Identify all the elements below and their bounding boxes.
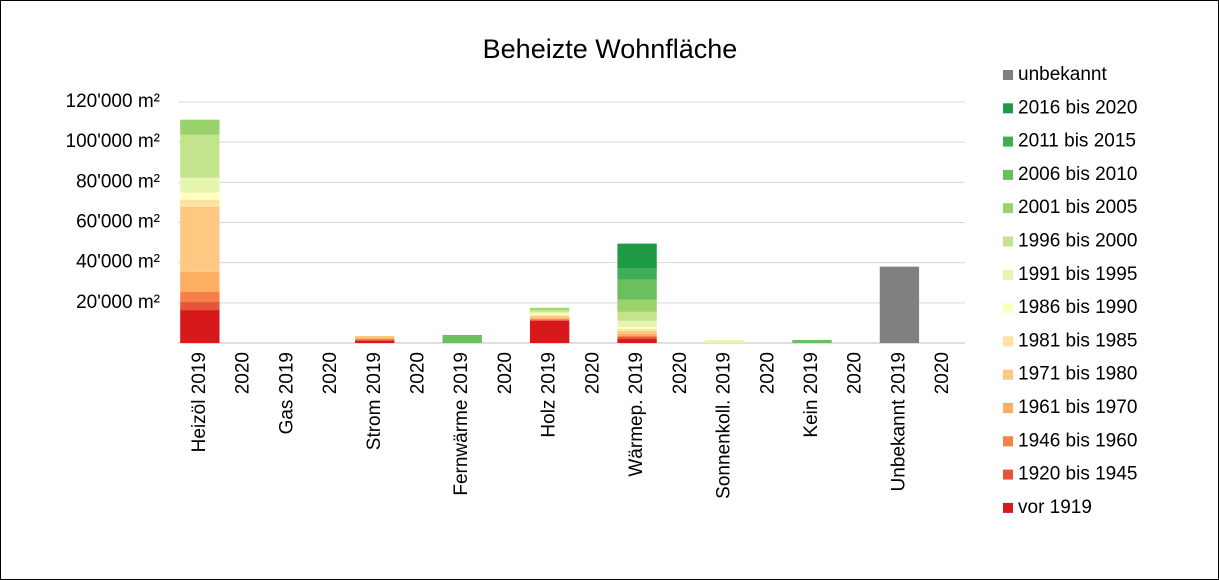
bar-segment: [792, 339, 832, 343]
x-tick-label: 2020: [320, 352, 341, 394]
x-tick-label: 2020: [670, 352, 691, 394]
bar-segment: [355, 339, 395, 341]
bar-segment: [617, 336, 657, 339]
legend-swatch: [1003, 403, 1013, 413]
y-tick-label: 60'000 m²: [76, 212, 160, 233]
y-tick-label: 120'000 m²: [66, 91, 160, 112]
bar-segment: [617, 243, 657, 269]
bar-segment: [529, 318, 570, 320]
legend-label: 2001 bis 2005: [1018, 197, 1137, 218]
bar-segment: [617, 338, 657, 343]
x-tick-label: Wärmep. 2019: [626, 352, 647, 477]
x-tick-label: 2020: [845, 352, 866, 394]
legend-swatch: [1003, 336, 1013, 347]
y-tick-label: 100'000 m²: [66, 131, 160, 152]
bar-segment: [529, 313, 570, 315]
x-tick-label: Strom 2019: [364, 352, 385, 450]
x-tick-label: Kein 2019: [801, 352, 822, 438]
bar-segment: [617, 299, 657, 312]
x-tick-label: Gas 2019: [276, 352, 297, 434]
bar-segment: [355, 337, 395, 339]
bar-segment: [180, 206, 220, 272]
bar-segment: [442, 334, 482, 343]
bar-segment: [617, 333, 657, 336]
legend-label: 1986 bis 1990: [1018, 297, 1137, 318]
x-tick-label: 2020: [582, 352, 603, 394]
bar-segment: [180, 199, 220, 207]
legend-swatch: [1003, 269, 1013, 280]
legend-label: 1961 bis 1970: [1018, 397, 1137, 418]
bar-segment: [180, 271, 220, 292]
x-tick-label: 2020: [233, 352, 254, 394]
legend-swatch: [1003, 502, 1013, 513]
bar-segment: [617, 326, 657, 329]
bar-segment: [355, 340, 395, 343]
legend-label: vor 1919: [1018, 497, 1092, 518]
x-tick-label: 2020: [932, 352, 953, 394]
bar-segment: [529, 320, 570, 343]
bar-segment: [355, 338, 395, 340]
y-tick-label: 80'000 m²: [76, 171, 160, 192]
bar-segment: [617, 330, 657, 334]
bar-segment: [180, 192, 220, 200]
legend-swatch: [1003, 103, 1013, 114]
legend-swatch: [1003, 469, 1013, 480]
x-tick-label: Fernwärme 2019: [451, 352, 472, 496]
legend-swatch: [1003, 70, 1013, 80]
legend-label: 1991 bis 1995: [1018, 264, 1137, 285]
y-tick-label: 20'000 m²: [76, 292, 160, 313]
legend-swatch: [1003, 436, 1013, 447]
chart-title: Beheizte Wohnfläche: [483, 34, 738, 64]
x-tick-label: Sonnenkoll. 2019: [714, 352, 735, 499]
legend-label: 1981 bis 1985: [1018, 330, 1137, 351]
bar-segment: [617, 335, 657, 337]
legend-swatch: [1003, 169, 1013, 180]
bar-segment: [617, 328, 657, 331]
x-tick-label: Heizöl 2019: [189, 352, 210, 452]
bar-segment: [704, 339, 745, 343]
bar-segment: [529, 309, 570, 312]
bar-segment: [355, 335, 395, 338]
bar-segment: [180, 119, 220, 135]
legend-label: 2011 bis 2015: [1018, 131, 1136, 152]
legend-label: 1946 bis 1960: [1018, 430, 1137, 451]
bar-segment: [180, 310, 220, 343]
x-tick-label: 2020: [757, 352, 778, 394]
bar-segment: [180, 177, 220, 193]
legend-label: 2016 bis 2020: [1018, 97, 1137, 118]
bar-segment: [529, 315, 570, 318]
legend-swatch: [1003, 203, 1013, 214]
legend-swatch: [1003, 303, 1013, 314]
bar-segment: [180, 291, 220, 303]
legend-label: 1996 bis 2000: [1018, 231, 1137, 252]
bar-segment: [879, 266, 920, 343]
x-tick-label: Unbekannt 2019: [888, 352, 909, 491]
bar-segment: [529, 319, 570, 321]
bar-segment: [617, 279, 657, 300]
bar-segment: [180, 302, 220, 311]
legend-label: unbekannt: [1018, 64, 1107, 85]
legend-swatch: [1003, 236, 1013, 247]
legend-label: 1971 bis 1980: [1018, 364, 1137, 385]
legend-label: 2006 bis 2010: [1018, 164, 1137, 185]
bar-segment: [180, 134, 220, 178]
x-tick-label: 2020: [407, 352, 428, 394]
legend-swatch: [1003, 369, 1013, 380]
bar-segment: [617, 311, 657, 321]
bar-segment: [617, 268, 657, 280]
x-tick-label: Holz 2019: [539, 352, 560, 438]
legend-swatch: [1003, 136, 1013, 147]
legend-label: 1920 bis 1945: [1018, 464, 1137, 485]
bar-segment: [529, 307, 570, 310]
bar-segment: [617, 320, 657, 327]
bar-segment: [529, 314, 570, 316]
bar-segment: [529, 311, 570, 314]
x-tick-label: 2020: [495, 352, 516, 394]
bar-segment: [529, 317, 570, 319]
y-tick-label: 40'000 m²: [76, 252, 160, 273]
